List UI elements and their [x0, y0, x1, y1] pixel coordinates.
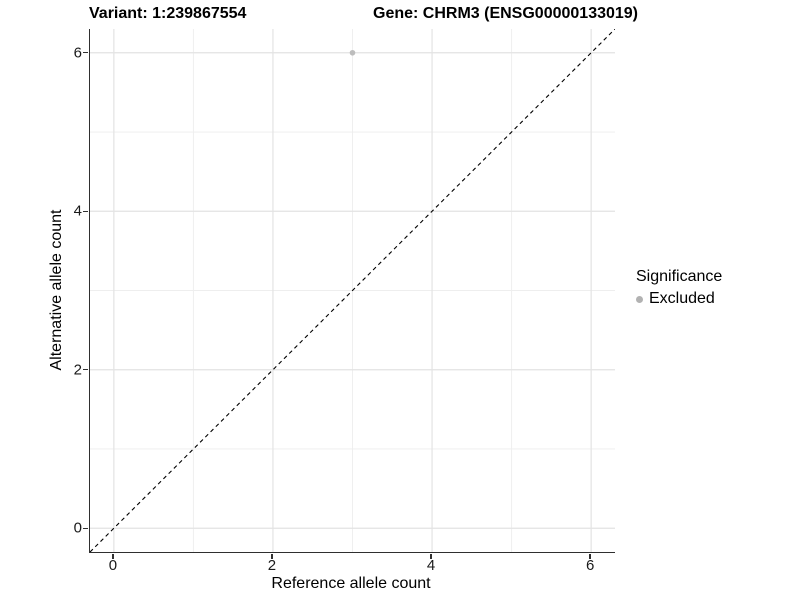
- y-tick-label: 2: [73, 361, 82, 379]
- y-tick-label: 0: [73, 519, 82, 537]
- y-tick-mark: [82, 52, 88, 54]
- y-tick-mark: [82, 210, 88, 212]
- x-tick-mark: [112, 553, 114, 559]
- legend-item-excluded: Excluded: [636, 290, 722, 308]
- x-axis-title: Reference allele count: [271, 575, 431, 592]
- x-tick-label: 4: [426, 557, 436, 574]
- x-tick-mark: [589, 553, 591, 559]
- plot-title-gene: Gene: CHRM3 (ENSG00000133019): [373, 5, 639, 22]
- plot-canvas: [90, 29, 615, 552]
- y-tick-mark: [82, 527, 88, 529]
- x-tick-label: 0: [108, 557, 118, 574]
- plot-title-variant: Variant: 1:239867554: [89, 5, 247, 22]
- identity-dashed-line: [90, 29, 615, 552]
- excluded-point-icon: [636, 295, 643, 303]
- x-tick-label: 6: [585, 557, 595, 574]
- y-tick-mark: [82, 369, 88, 371]
- x-tick-label: 2: [267, 557, 277, 574]
- legend-item-label: Excluded: [649, 290, 715, 307]
- legend-title: Significance: [636, 268, 723, 285]
- x-tick-mark: [271, 553, 273, 559]
- y-tick-label: 4: [73, 202, 82, 220]
- x-tick-mark: [430, 553, 432, 559]
- legend: Significance Excluded: [636, 267, 722, 308]
- y-axis-title: Alternative allele count: [48, 209, 65, 371]
- y-tick-label: 6: [73, 44, 82, 62]
- data-point-excluded: [349, 49, 356, 56]
- plot-panel: [89, 29, 615, 553]
